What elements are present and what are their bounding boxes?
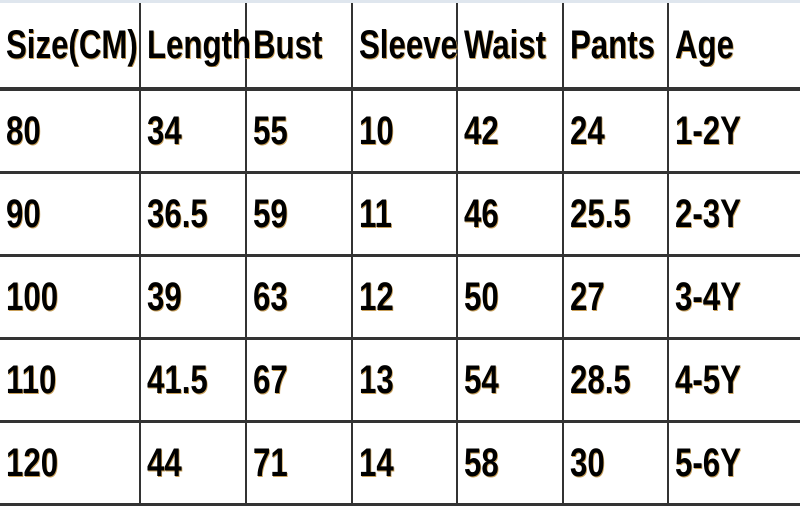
table-cell: 54 [456, 337, 564, 423]
header-cell: Sleeve [351, 3, 458, 91]
cell-value: 90 [6, 191, 41, 236]
top-border [0, 0, 800, 3]
header-label: Pants [570, 22, 655, 67]
table-cell: 90 [0, 171, 141, 257]
cell-value: 14 [359, 440, 394, 485]
cell-value: 24 [570, 108, 605, 153]
size-chart-table: Size(CM) Length Bust Sleeve Waist Pants Age 80 3… [0, 3, 800, 506]
header-cell: Pants [562, 3, 669, 91]
table-cell: 3-4Y [667, 254, 800, 340]
table-row: 80 34 55 10 42 24 1-2Y [0, 88, 800, 174]
cell-value: 30 [570, 440, 605, 485]
table-cell: 24 [562, 88, 669, 174]
table-cell: 63 [245, 254, 353, 340]
cell-value: 41.5 [147, 357, 208, 402]
table-cell: 4-5Y [667, 337, 800, 423]
cell-value: 3-4Y [675, 274, 741, 319]
cell-value: 25.5 [570, 191, 631, 236]
header-cell: Length [139, 3, 251, 91]
cell-value: 59 [253, 191, 288, 236]
table-row: 90 36.5 59 11 46 25.5 2-3Y [0, 171, 800, 257]
cell-value: 63 [253, 274, 288, 319]
cell-value: 1-2Y [675, 108, 741, 153]
table-cell: 34 [139, 88, 247, 174]
table-cell: 30 [562, 420, 669, 506]
table-row: 100 39 63 12 50 27 3-4Y [0, 254, 800, 340]
table-cell: 50 [456, 254, 564, 340]
table-cell: 46 [456, 171, 564, 257]
table-cell: 14 [351, 420, 458, 506]
cell-value: 67 [253, 357, 288, 402]
header-row: Size(CM) Length Bust Sleeve Waist Pants Age [0, 3, 800, 91]
cell-value: 58 [464, 440, 499, 485]
table-cell: 120 [0, 420, 141, 506]
cell-value: 4-5Y [675, 357, 741, 402]
table-cell: 42 [456, 88, 564, 174]
cell-value: 120 [6, 440, 59, 485]
table-cell: 25.5 [562, 171, 669, 257]
cell-value: 54 [464, 357, 499, 402]
table-cell: 12 [351, 254, 458, 340]
cell-value: 110 [6, 357, 57, 402]
table-cell: 67 [245, 337, 353, 423]
header-label: Length [147, 22, 251, 67]
cell-value: 11 [359, 191, 392, 236]
header-cell: Bust [245, 3, 353, 91]
cell-value: 50 [464, 274, 499, 319]
cell-value: 39 [147, 274, 182, 319]
table-cell: 39 [139, 254, 247, 340]
table-cell: 71 [245, 420, 353, 506]
table-cell: 44 [139, 420, 247, 506]
table-cell: 80 [0, 88, 141, 174]
cell-value: 2-3Y [675, 191, 741, 236]
header-cell: Size(CM) [0, 3, 141, 91]
header-label: Waist [464, 22, 547, 67]
table-cell: 1-2Y [667, 88, 800, 174]
table-row: 110 41.5 67 13 54 28.5 4-5Y [0, 337, 800, 423]
table-cell: 59 [245, 171, 353, 257]
cell-value: 27 [570, 274, 605, 319]
table-cell: 110 [0, 337, 141, 423]
cell-value: 10 [359, 108, 394, 153]
table-cell: 55 [245, 88, 353, 174]
table-cell: 5-6Y [667, 420, 800, 506]
table-cell: 11 [351, 171, 458, 257]
cell-value: 13 [359, 357, 394, 402]
table-cell: 2-3Y [667, 171, 800, 257]
table-cell: 13 [351, 337, 458, 423]
header-label: Size(CM) [6, 22, 138, 67]
table-cell: 28.5 [562, 337, 669, 423]
header-cell: Age [667, 3, 800, 91]
table-cell: 36.5 [139, 171, 247, 257]
cell-value: 46 [464, 191, 499, 236]
cell-value: 100 [6, 274, 59, 319]
cell-value: 55 [253, 108, 288, 153]
table-cell: 27 [562, 254, 669, 340]
table-cell: 41.5 [139, 337, 247, 423]
cell-value: 71 [253, 440, 288, 485]
header-label: Bust [253, 22, 323, 67]
table-row: 120 44 71 14 58 30 5-6Y [0, 420, 800, 506]
cell-value: 5-6Y [675, 440, 741, 485]
cell-value: 34 [147, 108, 182, 153]
cell-value: 36.5 [147, 191, 208, 236]
header-label: Sleeve [359, 22, 458, 67]
cell-value: 12 [359, 274, 394, 319]
table-cell: 10 [351, 88, 458, 174]
cell-value: 28.5 [570, 357, 631, 402]
table-cell: 100 [0, 254, 141, 340]
cell-value: 80 [6, 108, 41, 153]
cell-value: 44 [147, 440, 182, 485]
header-label: Age [675, 22, 734, 67]
cell-value: 42 [464, 108, 499, 153]
header-cell: Waist [456, 3, 564, 91]
table-cell: 58 [456, 420, 564, 506]
